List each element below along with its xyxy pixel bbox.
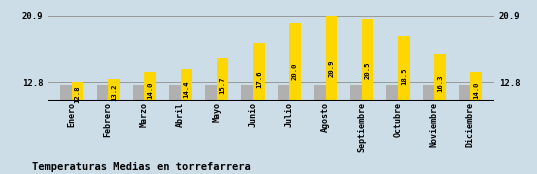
Text: 16.3: 16.3 <box>437 74 443 92</box>
Bar <box>242 85 253 101</box>
Text: 14.4: 14.4 <box>184 80 190 98</box>
Text: 20.0: 20.0 <box>292 63 298 80</box>
Text: 13.2: 13.2 <box>111 84 117 101</box>
Text: Temperaturas Medias en torrefarrera: Temperaturas Medias en torrefarrera <box>32 162 251 172</box>
Text: 17.6: 17.6 <box>256 70 262 88</box>
Bar <box>314 85 325 101</box>
Bar <box>362 19 373 101</box>
Bar <box>133 85 144 101</box>
Bar <box>350 85 362 101</box>
Bar <box>144 72 156 101</box>
Bar <box>289 23 301 101</box>
Bar <box>434 54 446 101</box>
Text: 14.0: 14.0 <box>147 81 153 99</box>
Bar <box>325 16 337 101</box>
Bar <box>72 82 83 101</box>
Bar <box>470 72 482 101</box>
Bar <box>205 85 217 101</box>
Bar <box>180 69 192 101</box>
Bar <box>253 43 265 101</box>
Text: 20.5: 20.5 <box>365 61 371 79</box>
Bar <box>60 85 72 101</box>
Bar <box>398 35 410 101</box>
Bar <box>459 85 470 101</box>
Bar <box>278 85 289 101</box>
Bar <box>217 58 228 101</box>
Bar <box>108 79 120 101</box>
Text: 14.0: 14.0 <box>473 81 480 99</box>
Bar <box>387 85 398 101</box>
Bar <box>97 85 108 101</box>
Text: 15.7: 15.7 <box>220 76 226 94</box>
Text: 20.9: 20.9 <box>328 60 335 77</box>
Text: 18.5: 18.5 <box>401 67 407 85</box>
Bar <box>169 85 180 101</box>
Bar <box>423 85 434 101</box>
Text: 12.8: 12.8 <box>75 85 81 102</box>
